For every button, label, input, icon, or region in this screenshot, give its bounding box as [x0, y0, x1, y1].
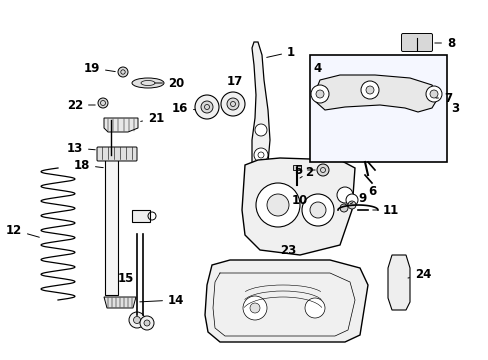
- Text: 18: 18: [74, 158, 103, 171]
- Text: 24: 24: [407, 269, 430, 282]
- Circle shape: [266, 194, 288, 216]
- Bar: [309, 55, 446, 162]
- Circle shape: [310, 85, 328, 103]
- FancyBboxPatch shape: [401, 33, 431, 51]
- Circle shape: [336, 187, 352, 203]
- Circle shape: [315, 90, 324, 98]
- Text: 1: 1: [266, 45, 295, 59]
- Text: 17: 17: [226, 75, 243, 88]
- Circle shape: [365, 86, 373, 94]
- Circle shape: [98, 98, 108, 108]
- Text: 2: 2: [299, 166, 312, 179]
- Circle shape: [347, 201, 355, 209]
- Circle shape: [195, 95, 219, 119]
- Circle shape: [360, 81, 378, 99]
- Circle shape: [425, 86, 441, 102]
- Circle shape: [302, 194, 333, 226]
- Text: 19: 19: [83, 62, 115, 75]
- Circle shape: [256, 183, 299, 227]
- Text: 16: 16: [171, 102, 195, 114]
- Text: 23: 23: [279, 244, 296, 257]
- Circle shape: [201, 101, 213, 113]
- Polygon shape: [104, 297, 136, 308]
- Text: 9: 9: [350, 192, 366, 204]
- Text: 14: 14: [140, 293, 184, 306]
- Circle shape: [305, 298, 325, 318]
- Polygon shape: [315, 75, 437, 112]
- Circle shape: [346, 194, 357, 206]
- Text: 21: 21: [141, 112, 164, 125]
- Text: 22: 22: [67, 99, 95, 112]
- FancyBboxPatch shape: [132, 210, 150, 222]
- Circle shape: [143, 320, 150, 326]
- Text: 5: 5: [293, 163, 315, 176]
- Circle shape: [309, 202, 325, 218]
- Text: 6: 6: [367, 185, 375, 198]
- Polygon shape: [242, 158, 354, 255]
- Text: 10: 10: [291, 194, 307, 207]
- Text: 15: 15: [118, 271, 134, 284]
- Polygon shape: [105, 155, 118, 295]
- Polygon shape: [292, 165, 301, 170]
- Text: 7: 7: [435, 91, 451, 104]
- Circle shape: [429, 90, 437, 98]
- Polygon shape: [104, 118, 138, 132]
- Polygon shape: [387, 255, 409, 310]
- FancyBboxPatch shape: [97, 147, 137, 161]
- Circle shape: [133, 316, 140, 324]
- Circle shape: [316, 164, 328, 176]
- Ellipse shape: [132, 78, 163, 88]
- Text: 13: 13: [67, 141, 95, 154]
- Text: 12: 12: [6, 224, 39, 237]
- Text: 4: 4: [312, 62, 321, 75]
- Text: 11: 11: [372, 203, 398, 216]
- Text: 20: 20: [155, 77, 184, 90]
- Polygon shape: [204, 260, 367, 342]
- Circle shape: [249, 303, 260, 313]
- Circle shape: [339, 204, 347, 212]
- Circle shape: [140, 316, 154, 330]
- Text: 3: 3: [450, 102, 458, 114]
- Circle shape: [254, 124, 266, 136]
- Circle shape: [129, 312, 145, 328]
- Polygon shape: [251, 42, 269, 175]
- Circle shape: [253, 148, 267, 162]
- Text: 8: 8: [434, 36, 454, 50]
- Circle shape: [221, 92, 244, 116]
- Circle shape: [226, 98, 239, 110]
- Circle shape: [118, 67, 128, 77]
- Circle shape: [243, 296, 266, 320]
